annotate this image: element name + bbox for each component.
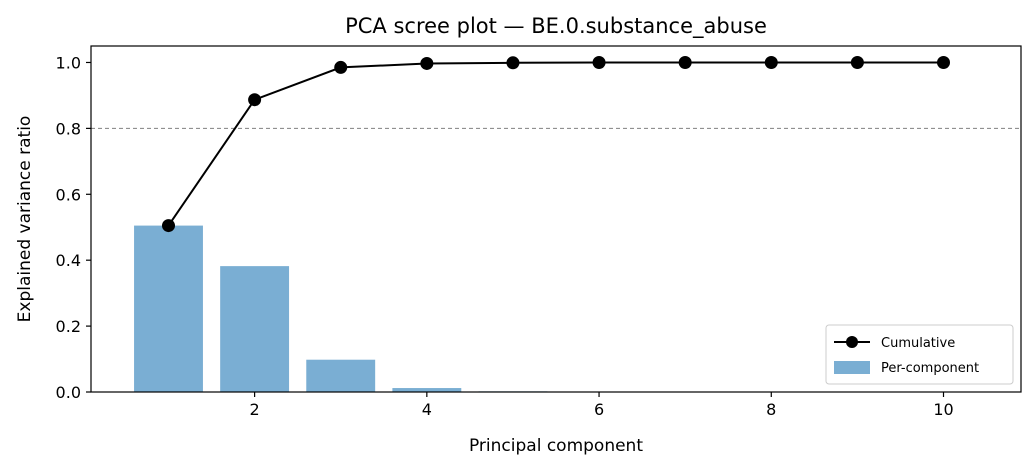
legend-cumulative-label: Cumulative — [881, 336, 955, 351]
cumulative-point-2 — [248, 93, 262, 107]
legend-cumulative-marker — [846, 336, 858, 348]
bar-component-2 — [220, 266, 290, 392]
legend-box — [825, 324, 1014, 385]
axes-frame — [90, 45, 1022, 393]
chart-title: PCA scree plot — BE.0.substance_abuse — [345, 14, 767, 39]
x-tick-label: 10 — [933, 400, 953, 419]
bar-component-3 — [306, 359, 376, 392]
x-tick-label: 8 — [766, 400, 776, 419]
cumulative-point-7 — [678, 55, 692, 69]
legend-per-component-swatch — [834, 361, 870, 374]
legend-per-component-label: Per-component — [881, 361, 979, 376]
y-tick-label: 0.0 — [56, 383, 81, 402]
cumulative-point-4 — [420, 56, 434, 70]
bar-component-1 — [134, 225, 203, 392]
x-axis-ticks: 2 4 6 8 10 — [250, 392, 954, 419]
x-tick-label: 2 — [250, 400, 260, 419]
bar-component-4 — [392, 388, 462, 392]
x-tick-label: 6 — [594, 400, 604, 419]
y-tick-label: 0.4 — [56, 251, 81, 270]
cumulative-point-1 — [162, 219, 175, 233]
y-tick-label: 1.0 — [56, 53, 81, 72]
y-axis-ticks: 0.0 0.2 0.4 0.6 0.8 1.0 — [56, 53, 91, 402]
cumulative-point-6 — [592, 55, 606, 69]
x-tick-label: 4 — [422, 400, 432, 419]
cumulative-line — [167, 61, 944, 227]
cumulative-point-10 — [937, 55, 950, 69]
cumulative-point-9 — [850, 55, 864, 69]
cumulative-point-3 — [334, 60, 348, 74]
y-tick-label: 0.6 — [56, 185, 81, 204]
y-tick-label: 0.8 — [56, 119, 81, 138]
legend: Cumulative Per-component — [825, 324, 1014, 385]
cumulative-point-5 — [506, 56, 520, 70]
y-tick-label: 0.2 — [56, 317, 81, 336]
cumulative-point-8 — [764, 55, 778, 69]
y-axis-label: Explained variance ratio — [15, 116, 35, 323]
x-axis-label: Principal component — [469, 436, 643, 456]
